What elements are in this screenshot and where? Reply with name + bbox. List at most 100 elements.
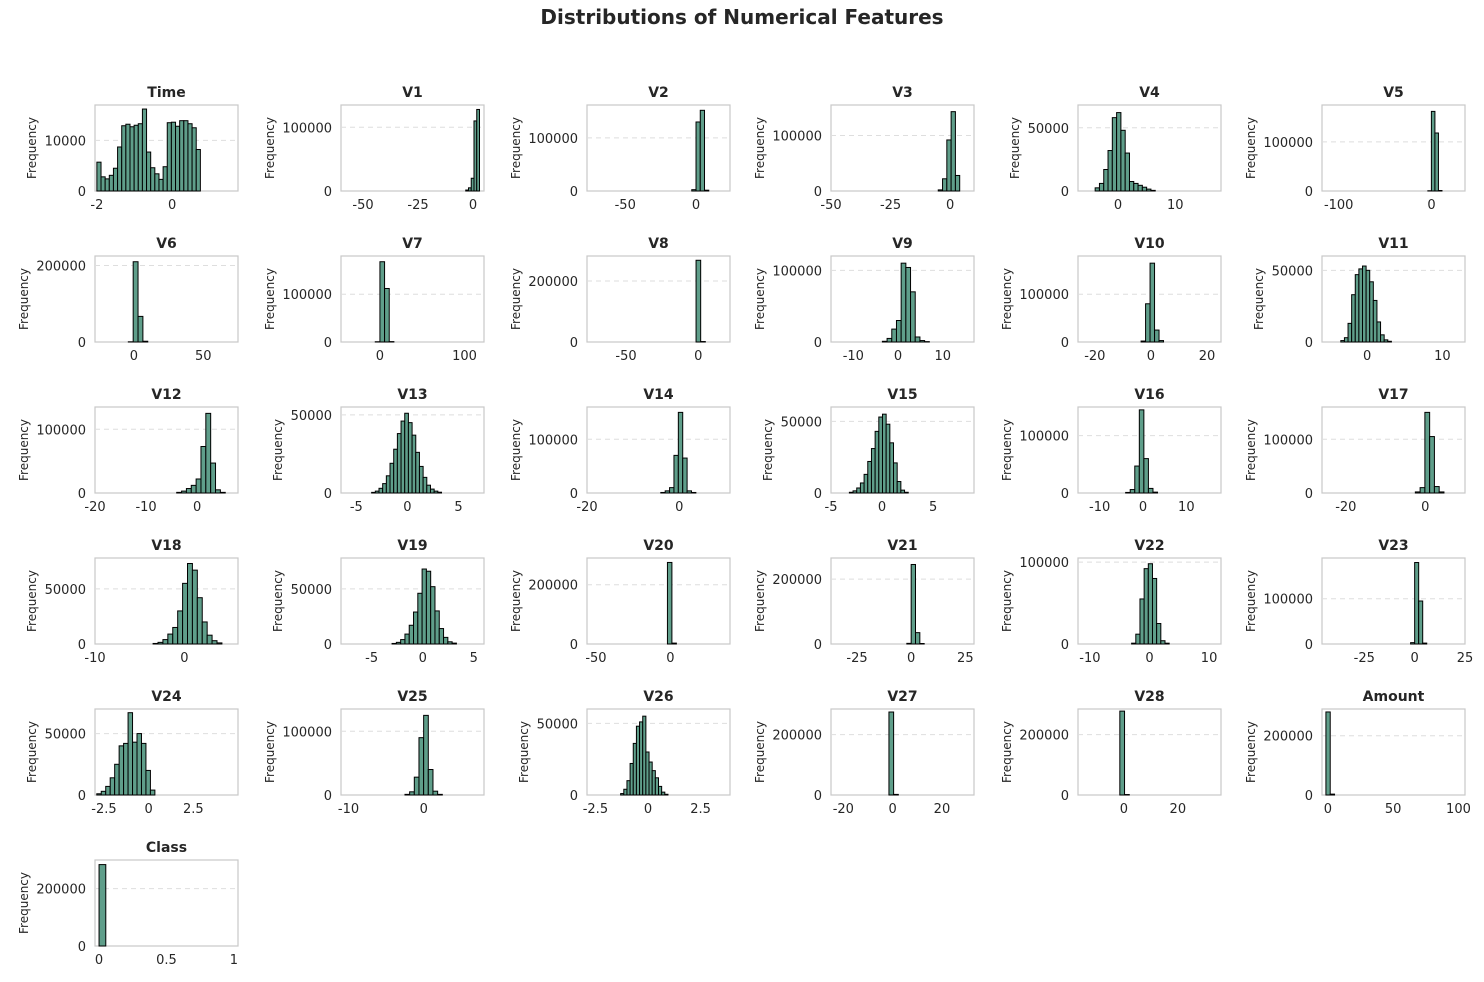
y-axis-label: Frequency [1252, 268, 1266, 330]
y-axis-label: Frequency [1000, 721, 1014, 783]
y-tick-label: 0 [814, 487, 822, 502]
histogram-bar [1129, 489, 1136, 494]
x-tick-label: 20 [1170, 802, 1187, 817]
histogram-bar [417, 592, 423, 645]
histogram-bar [476, 108, 480, 192]
y-axis-label: Frequency [1000, 419, 1014, 481]
histogram-bar [1128, 181, 1135, 192]
histogram-bar [1143, 568, 1149, 645]
y-tick-label: 100000 [772, 264, 822, 279]
histogram-bar [1325, 711, 1331, 796]
histogram-bar [404, 633, 410, 645]
x-tick-label: 0 [1421, 500, 1429, 515]
histogram-bar [127, 712, 134, 796]
plot-area [1321, 557, 1466, 645]
y-axis-label: Frequency [753, 570, 767, 632]
panel-title: V12 [151, 387, 181, 403]
x-tick-label: 0 [644, 802, 652, 817]
x-tick-label: 50 [1385, 802, 1402, 817]
histogram-v13: V13 -5 0 5 0 50000 Frequency [271, 387, 485, 515]
x-tick-label: -25 [407, 198, 428, 213]
histogram-bar [1410, 642, 1416, 645]
histogram-bar [411, 434, 417, 494]
y-tick-label: 0 [1305, 487, 1313, 502]
histogram-bar [443, 636, 449, 645]
histogram-bar [699, 109, 706, 192]
histogram-bar [1376, 321, 1382, 343]
histogram-bar [191, 127, 197, 192]
histogram-bar [1414, 491, 1421, 494]
panel-title: V5 [1383, 85, 1404, 101]
x-tick-label: 50 [195, 349, 212, 364]
y-tick-label: 0 [78, 638, 86, 653]
panel-title: V26 [643, 689, 673, 705]
histogram-bar [1134, 465, 1140, 494]
y-tick-label: 0 [1305, 789, 1313, 804]
x-tick-label: -5 [350, 500, 363, 515]
x-tick-label: -5 [825, 500, 838, 515]
histogram-bar [666, 561, 673, 645]
panel-title: V1 [402, 85, 423, 101]
histogram-bar [1343, 337, 1349, 343]
plot-area [830, 557, 975, 645]
x-tick-label: 0 [376, 349, 384, 364]
histogram-v7: V7 0 100 0 100000 Frequency [263, 236, 485, 364]
histogram-bar [210, 462, 217, 494]
y-axis-label: Frequency [753, 117, 767, 179]
histogram-bar [1146, 188, 1152, 192]
histogram-bar [145, 769, 151, 796]
histogram-v10: V10 -20 0 20 0 100000 Frequency [1000, 236, 1222, 364]
histogram-bar [906, 642, 912, 645]
panel-title: V19 [397, 538, 427, 554]
y-axis-label: Frequency [753, 268, 767, 330]
y-tick-label: 0 [814, 638, 822, 653]
histogram-v28: V28 0 20 0 200000 Frequency [1000, 689, 1222, 817]
histogram-v12: V12 -20 -10 0 0 100000 Frequency [17, 387, 239, 515]
histogram-bar [141, 108, 148, 192]
histogram-bar [1131, 642, 1137, 645]
histogram-bar [158, 178, 164, 192]
histogram-bar [1145, 303, 1151, 343]
histogram-v4: V4 0 10 0 50000 Frequency [1008, 85, 1222, 213]
histogram-bar [104, 178, 110, 192]
histogram-bar [891, 328, 897, 343]
histogram-bar [904, 491, 909, 494]
y-tick-label: 100000 [36, 423, 86, 438]
x-tick-label: 100 [452, 349, 477, 364]
y-axis-label: Frequency [271, 570, 285, 632]
y-axis-label: Frequency [17, 419, 31, 481]
histogram-bar [112, 167, 119, 192]
histogram-bar [114, 763, 120, 796]
histogram-bar [108, 174, 114, 192]
panel-title: V27 [887, 689, 917, 705]
y-tick-label: 100000 [282, 288, 332, 303]
x-tick-label: 25 [1457, 651, 1474, 666]
histogram-v27: V27 -20 0 20 0 200000 Frequency [753, 689, 975, 817]
histogram-v26: V26 -2.5 0 2.5 0 50000 Frequency [517, 689, 731, 817]
panel-title: V23 [1378, 538, 1408, 554]
histogram-bar [384, 287, 390, 343]
histogram-bar [117, 146, 123, 192]
x-tick-label: 10 [1167, 198, 1184, 213]
panel-title: V15 [887, 387, 917, 403]
y-tick-label: 50000 [781, 415, 822, 430]
panel-title: V24 [151, 689, 182, 705]
histogram-bar [942, 178, 948, 192]
x-tick-label: -10 [843, 349, 864, 364]
histogram-bar [132, 261, 139, 343]
panel-title: V13 [397, 387, 427, 403]
panel-title: V8 [648, 236, 669, 252]
histogram-bar [1429, 436, 1435, 494]
histogram-bar [421, 568, 427, 645]
y-axis-label: Frequency [25, 117, 39, 179]
x-tick-label: -20 [84, 500, 105, 515]
y-axis-label: Frequency [517, 721, 531, 783]
histogram-bar [1147, 487, 1154, 494]
histogram-class: Class 0 0.5 1 0 200000 Frequency [17, 840, 239, 968]
histogram-bar [187, 563, 193, 645]
histogram-bar [162, 166, 168, 192]
histogram-v8: V8 -50 0 0 200000 Frequency [509, 236, 731, 364]
histogram-bar [195, 149, 201, 192]
y-tick-label: 0 [1305, 336, 1313, 351]
